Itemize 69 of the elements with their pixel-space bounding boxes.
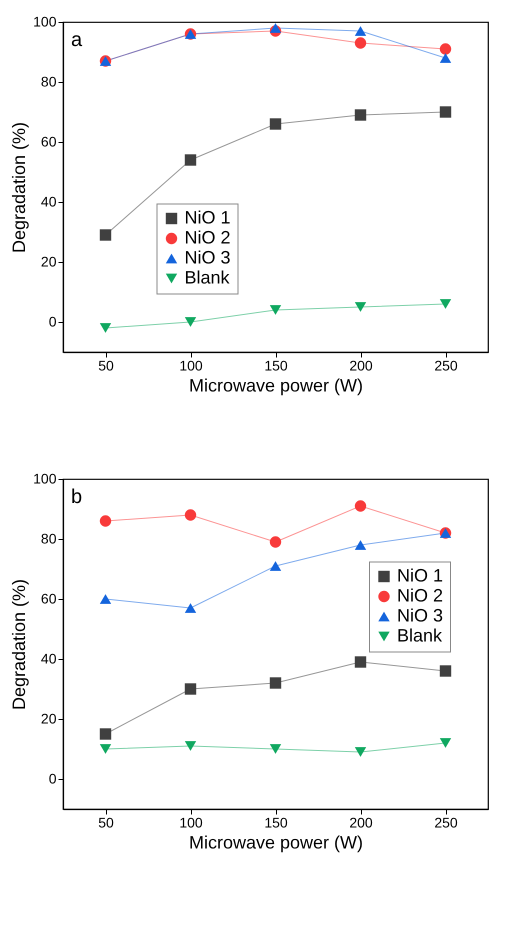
annotation: a: [71, 29, 83, 51]
y-tick-label: 20: [40, 254, 57, 270]
legend-label: NiO 3: [184, 248, 231, 268]
point: [270, 561, 282, 571]
point: [184, 154, 196, 166]
point: [270, 536, 282, 548]
y-tick-label: 80: [40, 530, 57, 546]
legend-label: NiO 1: [397, 566, 444, 586]
x-axis-title: Microwave power (W): [188, 832, 364, 852]
point: [184, 317, 196, 327]
point: [100, 728, 112, 740]
x-tick-label: 50: [98, 358, 114, 374]
x-tick-label: 100: [179, 814, 203, 830]
legend-label: NiO 3: [397, 606, 444, 626]
y-axis-title: Degradation (%): [9, 578, 30, 710]
point: [354, 26, 366, 36]
point: [100, 744, 112, 754]
point: [184, 603, 196, 613]
x-axis-title: Microwave power (W): [188, 376, 364, 396]
point: [354, 747, 366, 757]
x-tick-label: 150: [264, 358, 288, 374]
point: [100, 515, 112, 527]
point: [354, 656, 366, 668]
point: [100, 594, 112, 604]
legend-label: NiO 1: [184, 208, 231, 228]
point: [440, 53, 452, 63]
legend-label: NiO 2: [397, 586, 444, 606]
x-tick-label: 250: [434, 358, 458, 374]
point: [354, 109, 366, 121]
x-tick-label: 250: [434, 814, 458, 830]
y-tick-label: 40: [40, 650, 57, 666]
point: [354, 37, 366, 49]
y-tick-label: 20: [40, 710, 57, 726]
point: [354, 302, 366, 312]
point: [440, 106, 452, 118]
y-tick-label: 0: [48, 770, 57, 786]
point: [440, 43, 452, 55]
y-tick-label: 100: [33, 14, 57, 30]
point: [270, 677, 282, 689]
point: [100, 323, 112, 333]
y-tick-label: 60: [40, 134, 57, 150]
annotation: b: [71, 486, 82, 508]
point: [184, 509, 196, 521]
point: [270, 118, 282, 130]
point: [270, 23, 282, 33]
x-tick-label: 200: [349, 358, 373, 374]
x-tick-label: 50: [98, 814, 114, 830]
legend-label: Blank: [184, 268, 231, 288]
point: [100, 229, 112, 241]
point: [270, 305, 282, 315]
legend-label: Blank: [397, 626, 444, 646]
x-tick-label: 150: [264, 814, 288, 830]
point: [440, 665, 452, 677]
point: [354, 500, 366, 512]
point: [184, 741, 196, 751]
point: [440, 299, 452, 309]
legend-label: NiO 2: [184, 228, 231, 248]
y-tick-label: 80: [40, 74, 57, 90]
point: [440, 738, 452, 748]
point: [354, 540, 366, 550]
y-tick-label: 100: [33, 470, 57, 486]
point: [184, 683, 196, 695]
point: [270, 744, 282, 754]
x-tick-label: 200: [349, 814, 373, 830]
y-tick-label: 60: [40, 590, 57, 606]
y-axis-title: Degradation (%): [9, 122, 30, 254]
x-tick-label: 100: [179, 358, 203, 374]
y-tick-label: 0: [48, 314, 57, 330]
y-tick-label: 40: [40, 194, 57, 210]
